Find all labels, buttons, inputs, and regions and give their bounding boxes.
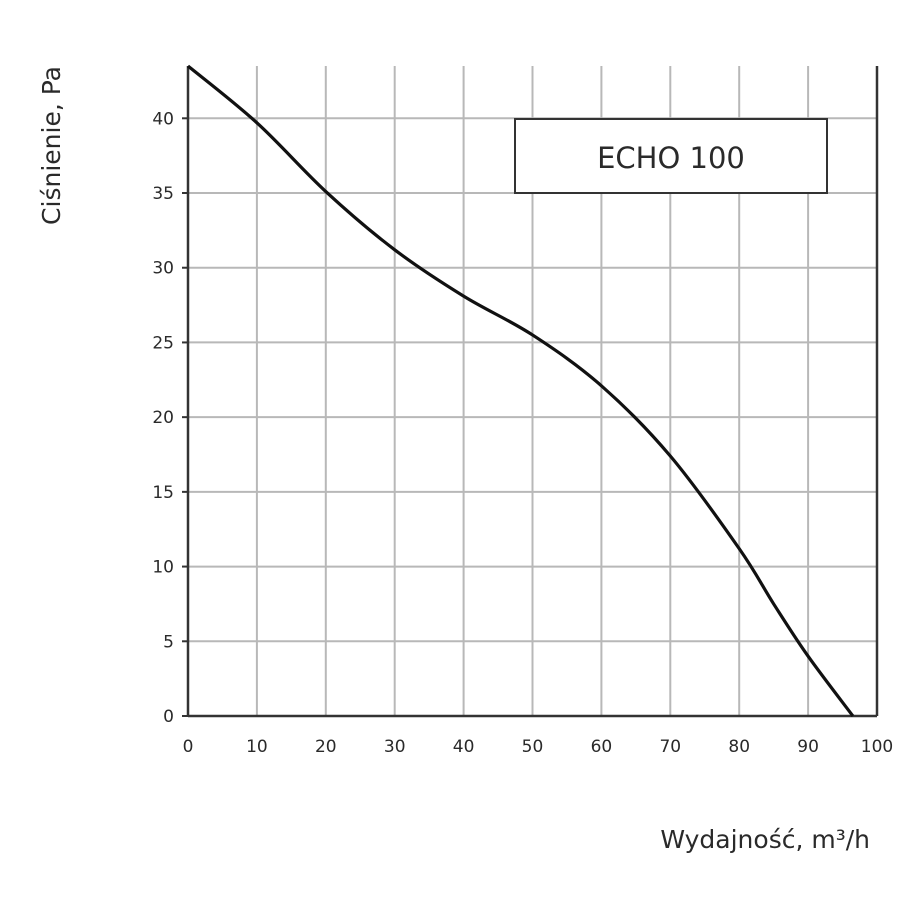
y-tick-labels: 0 5 10 15 20 25 30 35 40 [152, 109, 174, 727]
legend-label: ECHO 100 [597, 141, 745, 175]
series-line-echo-100 [186, 64, 855, 717]
x-tick-labels: 0 10 20 30 40 50 60 70 80 90 100 [183, 737, 894, 757]
x-tick-label: 60 [591, 737, 613, 757]
y-tick-label: 25 [152, 333, 174, 353]
x-tick-label: 80 [728, 737, 750, 757]
y-tick-label: 0 [163, 707, 174, 727]
x-tick-label: 100 [861, 737, 893, 757]
y-tick-label: 30 [152, 259, 174, 279]
axes [182, 66, 879, 718]
series-layer [186, 64, 855, 717]
y-axis-label: Ciśnienie, Pa [37, 66, 66, 225]
y-tick-label: 5 [163, 632, 174, 652]
y-tick-label: 15 [152, 483, 174, 503]
x-tick-label: 0 [183, 737, 194, 757]
x-tick-label: 20 [315, 737, 337, 757]
x-tick-label: 50 [522, 737, 544, 757]
y-tick-label: 20 [152, 408, 174, 428]
y-tick-label: 35 [152, 184, 174, 204]
x-tick-label: 30 [384, 737, 406, 757]
x-tick-label: 70 [659, 737, 681, 757]
y-tick-label: 10 [152, 558, 174, 578]
x-axis-label: Wydajność, m³/h [660, 825, 870, 854]
x-tick-label: 10 [246, 737, 268, 757]
legend: ECHO 100 [514, 118, 828, 194]
x-tick-label: 40 [453, 737, 475, 757]
y-tick-label: 40 [152, 109, 174, 129]
legend-box [514, 118, 828, 194]
x-tick-label: 90 [797, 737, 819, 757]
